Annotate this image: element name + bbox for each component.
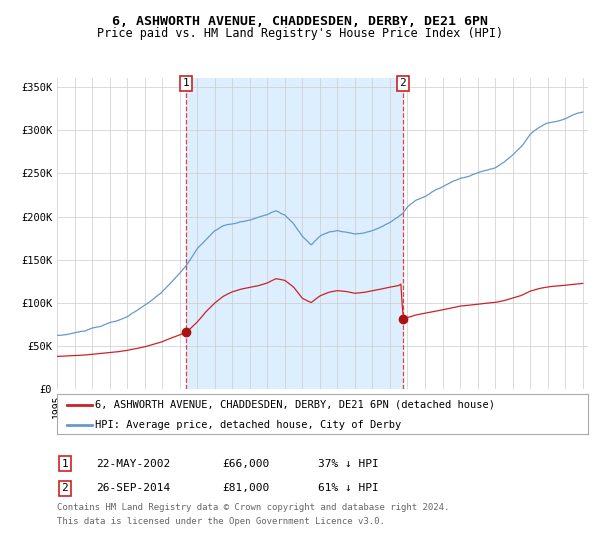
- Text: 26-SEP-2014: 26-SEP-2014: [96, 483, 170, 493]
- Text: 22-MAY-2002: 22-MAY-2002: [96, 459, 170, 469]
- Text: 61% ↓ HPI: 61% ↓ HPI: [318, 483, 379, 493]
- Text: Price paid vs. HM Land Registry's House Price Index (HPI): Price paid vs. HM Land Registry's House …: [97, 27, 503, 40]
- Text: 37% ↓ HPI: 37% ↓ HPI: [318, 459, 379, 469]
- Text: HPI: Average price, detached house, City of Derby: HPI: Average price, detached house, City…: [95, 420, 401, 430]
- Text: 1: 1: [61, 459, 68, 469]
- Bar: [187, 78, 403, 389]
- Text: 6, ASHWORTH AVENUE, CHADDESDEN, DERBY, DE21 6PN (detached house): 6, ASHWORTH AVENUE, CHADDESDEN, DERBY, D…: [95, 400, 495, 410]
- Text: 2: 2: [61, 483, 68, 493]
- Text: 2: 2: [400, 78, 406, 88]
- Text: £81,000: £81,000: [222, 483, 269, 493]
- Text: Contains HM Land Registry data © Crown copyright and database right 2024.: Contains HM Land Registry data © Crown c…: [57, 503, 449, 512]
- Text: 6, ASHWORTH AVENUE, CHADDESDEN, DERBY, DE21 6PN: 6, ASHWORTH AVENUE, CHADDESDEN, DERBY, D…: [112, 15, 488, 27]
- Text: £66,000: £66,000: [222, 459, 269, 469]
- Text: This data is licensed under the Open Government Licence v3.0.: This data is licensed under the Open Gov…: [57, 517, 385, 526]
- Text: 1: 1: [183, 78, 190, 88]
